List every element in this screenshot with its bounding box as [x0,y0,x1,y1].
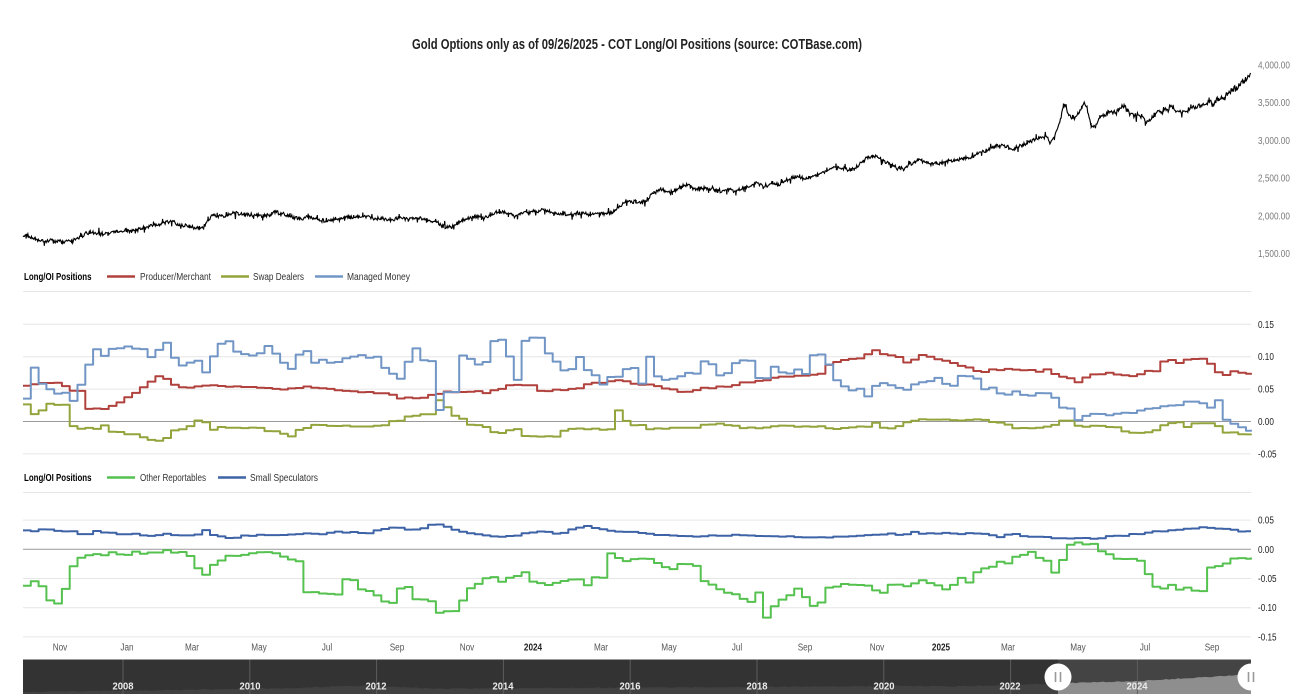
svg-text:Jul: Jul [732,643,743,654]
svg-text:2020: 2020 [874,682,895,693]
svg-text:0.00: 0.00 [1258,545,1274,556]
svg-text:May: May [251,643,267,654]
svg-text:Small Speculators: Small Speculators [250,473,318,484]
svg-text:Sep: Sep [1205,643,1220,654]
svg-text:2025: 2025 [932,643,951,654]
svg-text:Producer/Merchant: Producer/Merchant [140,272,211,283]
svg-text:Gold Options only as of 09/26/: Gold Options only as of 09/26/2025 - COT… [412,37,862,53]
svg-text:2024: 2024 [524,643,543,654]
svg-text:May: May [1070,643,1086,654]
svg-text:3,000.00: 3,000.00 [1258,136,1290,147]
svg-text:2014: 2014 [493,682,514,693]
svg-text:Sep: Sep [798,643,813,654]
svg-text:Managed Money: Managed Money [347,272,410,283]
svg-text:Sep: Sep [390,643,405,654]
svg-text:Other Reportables: Other Reportables [140,473,206,484]
svg-text:-0.05: -0.05 [1258,574,1277,585]
svg-text:-0.15: -0.15 [1258,632,1277,643]
svg-text:0.10: 0.10 [1258,352,1274,363]
svg-text:Mar: Mar [1001,643,1016,654]
svg-text:2,000.00: 2,000.00 [1258,211,1290,222]
svg-text:Mar: Mar [185,643,200,654]
svg-text:2012: 2012 [366,682,387,693]
svg-text:Nov: Nov [870,643,885,654]
svg-text:0.05: 0.05 [1258,385,1274,396]
svg-text:Jul: Jul [1140,643,1151,654]
svg-text:2008: 2008 [113,682,134,693]
svg-text:Nov: Nov [53,643,68,654]
svg-text:1,500.00: 1,500.00 [1258,249,1290,260]
svg-text:Mar: Mar [594,643,609,654]
svg-text:Jan: Jan [120,643,133,654]
svg-text:3,500.00: 3,500.00 [1258,98,1290,109]
svg-text:2022: 2022 [1000,682,1021,693]
svg-text:May: May [661,643,677,654]
svg-text:Long/OI Positions: Long/OI Positions [24,272,92,283]
svg-text:2,500.00: 2,500.00 [1258,174,1290,185]
svg-text:-0.10: -0.10 [1258,603,1277,614]
svg-text:Jul: Jul [322,643,333,654]
svg-text:Nov: Nov [460,643,475,654]
svg-text:2018: 2018 [747,682,768,693]
svg-text:0.00: 0.00 [1258,417,1274,428]
svg-text:4,000.00: 4,000.00 [1258,61,1290,72]
svg-text:2016: 2016 [620,682,641,693]
svg-text:2010: 2010 [240,682,261,693]
svg-text:0.05: 0.05 [1258,516,1274,527]
svg-text:2024: 2024 [1127,682,1148,693]
svg-text:Swap Dealers: Swap Dealers [253,272,304,283]
svg-text:0.15: 0.15 [1258,320,1274,331]
svg-text:Long/OI Positions: Long/OI Positions [24,473,92,484]
svg-text:-0.05: -0.05 [1258,449,1277,460]
